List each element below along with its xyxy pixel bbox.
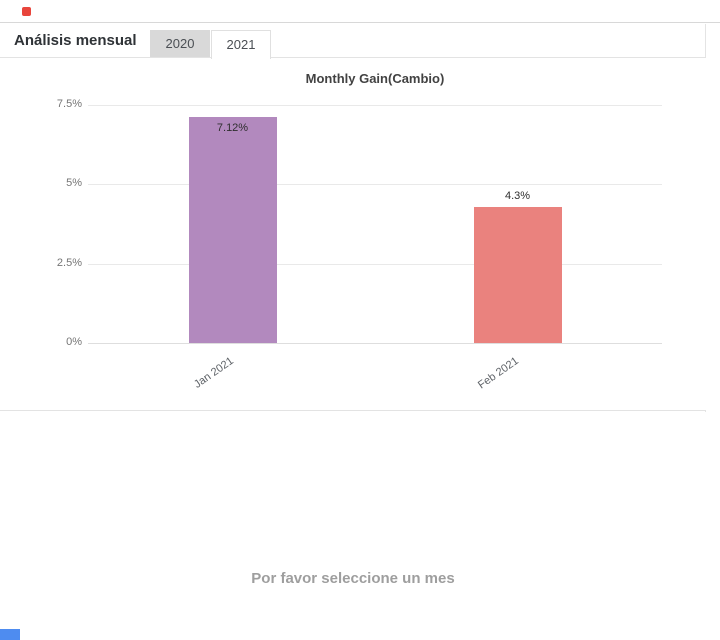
- plot-area: 7.5% 5% 2.5% 0% 7.12% Jan 2021 4.3% Feb 2021: [57, 98, 662, 391]
- y-axis-tick-label: 0%: [66, 336, 82, 348]
- x-axis-label: Feb 2021: [475, 355, 521, 392]
- y-axis-tick-label: 7.5%: [56, 98, 82, 110]
- content-area: Análisis mensual 2020 2021 Monthly Gain(…: [0, 24, 706, 640]
- gridline: [88, 184, 662, 186]
- chart-title: Monthly Gain(Cambio): [305, 71, 445, 86]
- bar-value-label: 4.3%: [504, 189, 531, 202]
- red-marker-icon: [22, 7, 31, 16]
- empty-state-panel: Por favor seleccione un mes: [0, 412, 706, 640]
- chart-panel: Monthly Gain(Cambio) 7.5% 5% 2.5% 0% 7.12% Ja…: [0, 57, 706, 411]
- top-strip: [0, 0, 720, 23]
- gridline: [88, 343, 662, 344]
- bar-feb-2021[interactable]: [473, 206, 562, 343]
- gridline: [88, 105, 662, 106]
- y-axis-tick-label: 2.5%: [56, 256, 82, 269]
- tab-row: Análisis mensual 2020 2021: [0, 24, 706, 59]
- x-axis-label: Jan 2021: [191, 355, 236, 391]
- section-label: Análisis mensual: [14, 32, 137, 49]
- bar-value-label: 7.12%: [216, 122, 249, 135]
- bottom-left-blue-marker: [0, 629, 20, 640]
- empty-state-message: Por favor seleccione un mes: [251, 570, 455, 587]
- tab-2021[interactable]: 2021: [211, 30, 271, 59]
- tab-2020[interactable]: 2020: [150, 30, 210, 57]
- y-axis-tick-label: 5%: [66, 177, 82, 190]
- gridline: [88, 263, 662, 265]
- bar-jan-2021[interactable]: [188, 117, 277, 343]
